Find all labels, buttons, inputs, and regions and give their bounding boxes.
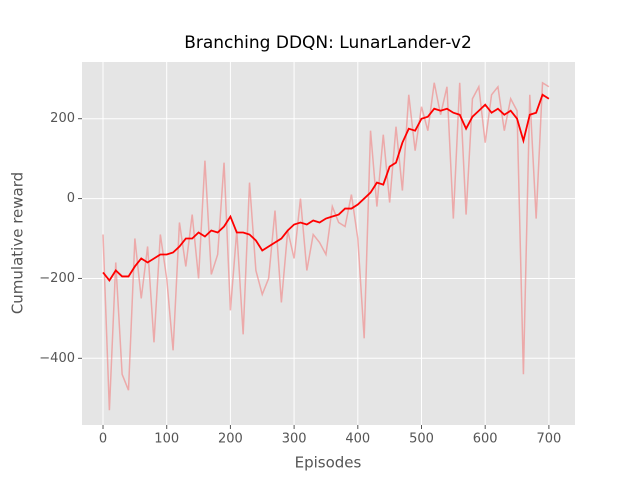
chart-title: Branching DDQN: LunarLander-v2 [184,33,472,53]
plot-area [82,62,575,425]
y-tick-label: 200 [50,111,75,126]
y-tick-label: −200 [39,271,75,286]
x-tick-label: 300 [282,432,307,447]
y-axis-label: Cumulative reward [9,172,27,314]
x-tick-label: 700 [536,432,561,447]
x-tick-label: 600 [473,432,498,447]
x-tick-label: 100 [154,432,179,447]
x-tick-label: 0 [99,432,107,447]
y-tick-label: −400 [39,351,75,366]
series-line [102,81,550,411]
x-axis-label: Episodes [295,454,362,472]
series-line [102,93,550,282]
y-tick-label: 0 [67,191,75,206]
x-tick-label: 200 [218,432,243,447]
x-tick-label: 500 [409,432,434,447]
x-tick-label: 400 [345,432,370,447]
